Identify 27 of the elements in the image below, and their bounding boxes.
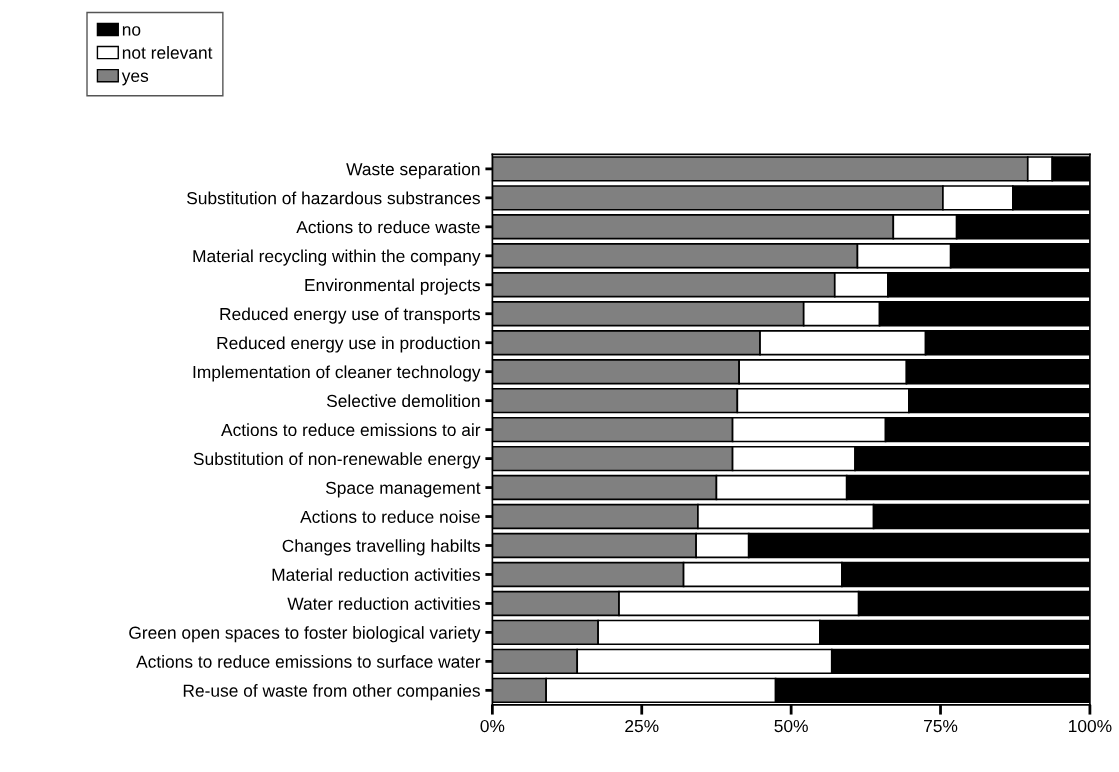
y-tick-label: Substitution of hazardous substrances [187,191,480,205]
y-tick-label: Waste separation [346,162,480,179]
y-tick-label: Water reduction activities [287,597,480,610]
y-tick-label: Environmental projects [305,278,480,295]
y-tick-label: Substitution of non-renewable energy [193,452,481,469]
y-tick-label: Green open spaces to foster biological variety [129,626,481,643]
y-tick-label: Material recycling within the company [193,249,481,266]
x-tick-label: 0% [480,719,505,733]
x-tick-label: 50% [774,719,808,733]
y-tick-label: Actions to reduce waste [296,220,480,234]
y-tick-label: Implementation of cleaner technology [193,365,481,382]
y-tick-label: Changes travelling habilts [282,539,480,556]
y-tick-label: Reduced energy use of transports [220,307,480,324]
y-tick-label: Re-use of waste from other companies [183,684,480,701]
x-tick-label: 25% [625,719,659,733]
x-tick-label: 75% [924,719,958,733]
legend-label: yes [121,72,149,86]
y-tick-label: Material reduction activities [272,568,480,581]
y-tick-label: Selective demolition [326,394,480,408]
y-tick-label: Reduced energy use in production [217,336,480,353]
legend-label: not relevant [122,46,213,59]
x-tick-label: 100% [1069,719,1112,733]
y-tick-label: Space management [325,481,481,498]
legend-label: no [122,26,141,36]
y-tick-label: Actions to reduce emissions to air [221,423,481,437]
y-tick-label: Actions to reduce emissions to surface water [136,655,481,668]
y-tick-label: Actions to reduce noise [300,510,480,523]
